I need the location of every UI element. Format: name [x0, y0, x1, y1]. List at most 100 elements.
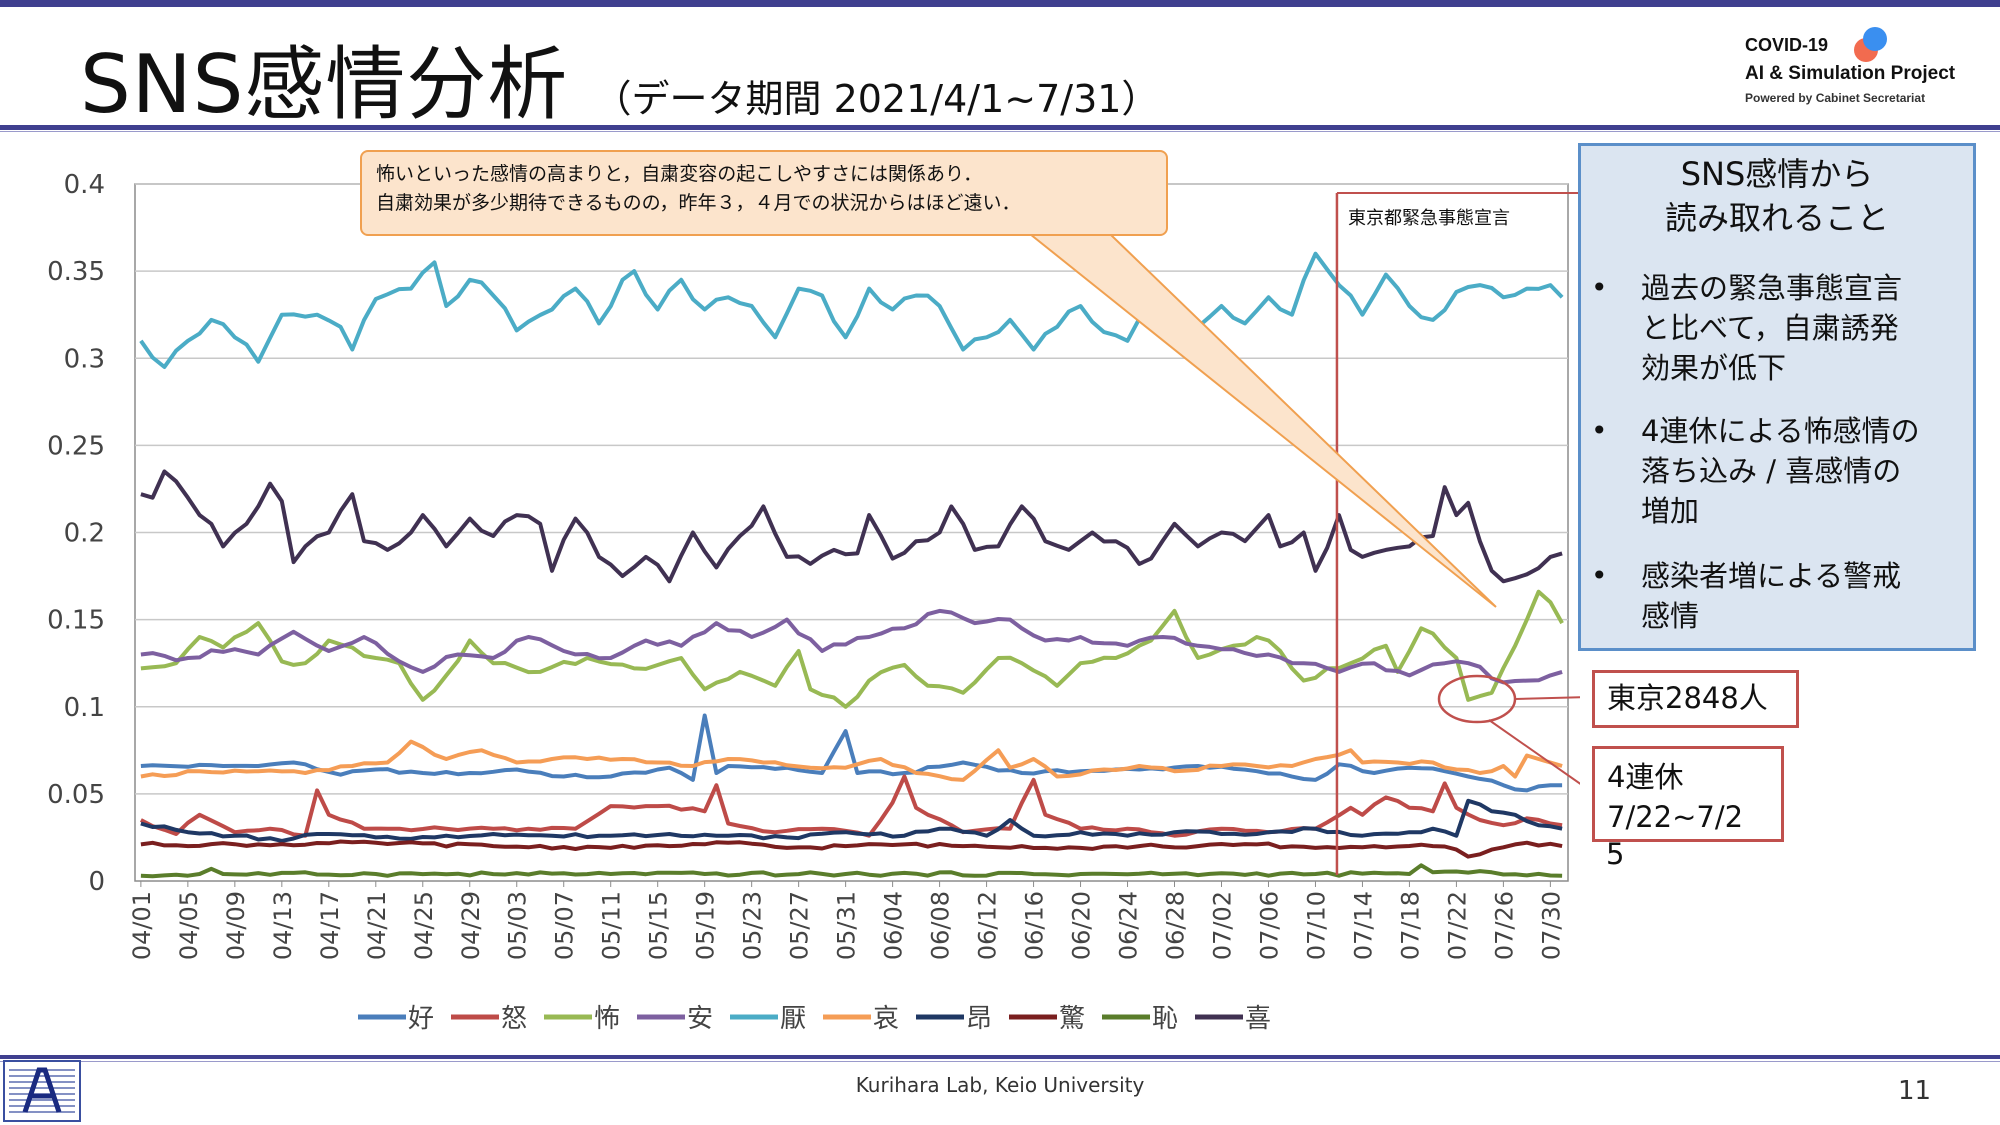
series-line-1 [140, 713, 1563, 793]
x-tick-label: 05/07 [551, 891, 579, 960]
x-tick-label: 04/13 [269, 891, 297, 960]
y-tick-label: 0.4 [64, 170, 105, 200]
series-line-2 [139, 774, 1563, 838]
series-line-5 [139, 251, 1564, 369]
y-tick-label: 0.05 [47, 780, 105, 810]
legend-label-5: 厭 [780, 1004, 806, 1034]
bullet2-line1: 4連休による怖感情の [1641, 414, 1920, 448]
tokyo-connector [1514, 696, 1580, 700]
x-tick-label: 04/05 [175, 891, 203, 960]
series-line-9 [140, 863, 1563, 879]
emergency-label: 東京都緊急事態宣言 [1348, 208, 1510, 229]
sns-emotion-chart: 0.4 0.35 0.3 0.25 0.2 0.15 0.1 0.05 0 04/01 04/05 0… [47, 170, 1580, 1034]
holiday-box: 4連休 7/22~7/2 [1592, 746, 1784, 842]
page-title: SNS感情分析 （データ期間 2021/4/1~7/31） [80, 20, 1159, 136]
x-tick-label: 05/31 [833, 891, 861, 960]
chart-axes: 0.4 0.35 0.3 0.25 0.2 0.15 0.1 0.05 0 04/01 04/05 0… [47, 170, 1565, 960]
x-tick-label: 04/01 [128, 891, 156, 960]
x-tick-label: 07/14 [1349, 891, 1377, 960]
callout-box: 怖いといった感情の高まりと，自粛変容の起こしやすさには関係あり． 自粛効果が多少… [360, 150, 1168, 236]
x-tick-label: 07/22 [1443, 891, 1471, 960]
bullet3-line1: 感染者増による警戒 [1641, 559, 1902, 593]
footer-rule-thin [0, 1061, 2000, 1062]
x-tick-label: 05/03 [504, 891, 532, 960]
header-rule [0, 125, 2000, 130]
series-line-3 [140, 589, 1564, 709]
chart-series [139, 251, 1564, 879]
legend-label-7: 昂 [966, 1004, 992, 1034]
bullet1-line3: 効果が低下 [1641, 351, 1787, 385]
y-tick-label: 0.2 [64, 519, 105, 549]
x-tick-label: 06/08 [927, 891, 955, 960]
logo-line1: COVID-19 [1745, 35, 1829, 55]
x-tick-label: 05/19 [692, 891, 720, 960]
bullet-dot: • [1591, 559, 1608, 592]
legend-label-4: 安 [687, 1004, 713, 1034]
series-line-4 [140, 608, 1563, 685]
series-line-10 [140, 469, 1563, 584]
bullet-item-3: 感染者増による警戒 感情 [1641, 556, 1901, 636]
x-tick-label: 06/04 [880, 891, 908, 960]
callout-line1: 怖いといった感情の高まりと，自粛変容の起こしやすさには関係あり． [376, 163, 983, 185]
x-tick-label: 05/27 [786, 891, 814, 960]
x-tick-label: 07/10 [1302, 891, 1330, 960]
covid-project-logo: COVID-19 AI & Simulation Project Powered… [1745, 27, 1985, 115]
bullet-item-2: 4連休による怖感情の 落ち込み / 喜感情の 増加 [1641, 411, 1920, 531]
chart-grid [134, 183, 1569, 882]
x-tick-label: 07/18 [1396, 891, 1424, 960]
insights-panel: SNS感情から 読み取れること • 過去の緊急事態宣言 と比べて，自粛誘発 効果… [1578, 143, 1976, 651]
bullet1-line1: 過去の緊急事態宣言 [1641, 271, 1903, 305]
footer-rule [0, 1055, 2000, 1059]
y-tick-label: 0.25 [47, 431, 105, 461]
panel-title: SNS感情から 読み取れること [1581, 152, 1973, 240]
holiday-line2: 7/22~7/2 [1607, 800, 1744, 834]
top-accent-bar [0, 0, 2000, 7]
x-tick-label: 06/20 [1068, 891, 1096, 960]
callout-pointer [1027, 233, 1497, 608]
logo-line2: AI & Simulation Project [1745, 63, 1956, 84]
x-tick-label: 07/26 [1490, 891, 1518, 960]
panel-title-line2: 読み取れること [1664, 199, 1889, 237]
lab-logo-icon [3, 1060, 81, 1122]
y-tick-label: 0 [88, 867, 105, 897]
y-tick-label: 0.35 [47, 257, 105, 287]
holiday-connector [1488, 719, 1580, 785]
holiday-line1: 4連休 [1607, 760, 1684, 794]
y-tick-label: 0.1 [64, 693, 105, 723]
logo-dot-blue [1863, 27, 1887, 51]
x-tick-label: 07/30 [1537, 891, 1565, 960]
y-tick-label: 0.3 [64, 344, 105, 374]
chart-legend: 好怒怖安厭哀昂驚恥喜 [358, 1004, 1271, 1034]
title-main: SNS感情分析 [80, 38, 569, 131]
x-tick-label: 04/21 [363, 891, 391, 960]
y-tick-label: 0.15 [47, 606, 105, 636]
bullet2-line3: 増加 [1641, 494, 1700, 528]
legend-label-9: 恥 [1152, 1004, 1178, 1034]
page-number: 11 [1898, 1076, 1932, 1106]
x-tick-label: 07/06 [1255, 891, 1283, 960]
x-tick-label: 04/09 [222, 891, 250, 960]
x-tick-label: 06/24 [1115, 891, 1143, 960]
header-rule-thin [0, 131, 2000, 132]
bullet-dot: • [1591, 271, 1608, 304]
bullet3-line2: 感情 [1641, 599, 1700, 633]
tokyo-cases-box: 東京2848人 [1592, 670, 1799, 728]
legend-label-8: 驚 [1059, 1004, 1085, 1034]
footer-lab-name: Kurihara Lab, Keio University [855, 1073, 1145, 1097]
x-tick-label: 05/23 [739, 891, 767, 960]
x-tick-label: 06/12 [974, 891, 1002, 960]
bullet-dot: • [1591, 414, 1608, 447]
x-tick-label: 05/11 [598, 891, 626, 960]
panel-title-line1: SNS感情から [1680, 155, 1874, 193]
legend-label-1: 好 [408, 1004, 434, 1034]
x-tick-label: 05/15 [645, 891, 673, 960]
logo-line3: Powered by Cabinet Secretariat [1745, 91, 1926, 105]
x-tick-label: 06/16 [1021, 891, 1049, 960]
legend-label-10: 喜 [1245, 1004, 1271, 1034]
series-line-8 [140, 839, 1563, 859]
legend-label-2: 怒 [501, 1004, 527, 1034]
x-tick-label: 04/29 [457, 891, 485, 960]
holiday-line3: 5 [1606, 837, 1625, 871]
callout-line2: 自粛効果が多少期待できるものの，昨年３，４月での状況からはほど遠い． [376, 192, 1021, 214]
x-tick-label: 04/25 [410, 891, 438, 960]
